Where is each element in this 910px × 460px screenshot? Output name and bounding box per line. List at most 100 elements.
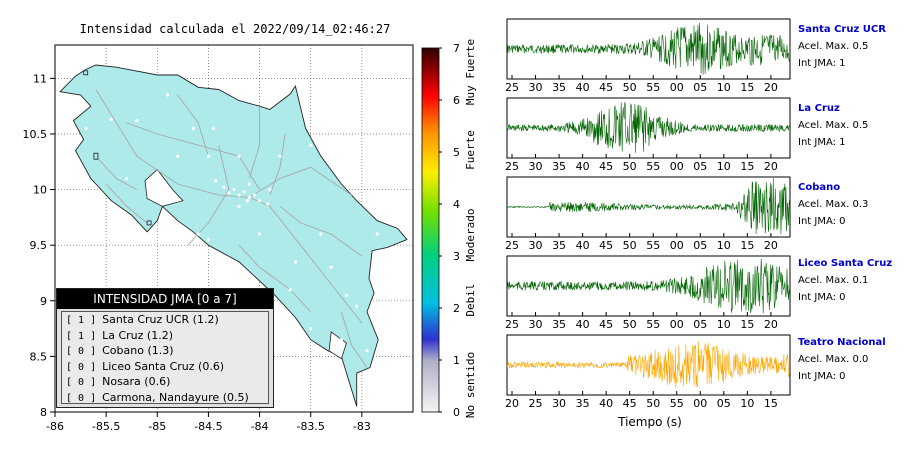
colorbar-category-label: Debil bbox=[464, 283, 477, 316]
lat-tick-label: 9.5 bbox=[30, 239, 48, 252]
waveform-tick-label: 05 bbox=[717, 397, 731, 410]
waveform-tick-label: 25 bbox=[505, 81, 519, 94]
colorbar-tick-label: 3 bbox=[453, 250, 460, 263]
colorbar-group: 0 1 2 3 4 5 6 7 No sentido Debil Moderado Fuerte Muy… bbox=[421, 39, 477, 419]
waveform-tick-label: 20 bbox=[764, 239, 778, 252]
legend-level: [ 0 ] bbox=[66, 346, 97, 357]
costa-rica-landmass bbox=[59, 64, 408, 407]
waveform-tick-label: 05 bbox=[693, 239, 707, 252]
town-dot bbox=[319, 232, 323, 236]
waveform-tick-label: 45 bbox=[599, 81, 613, 94]
waveform-tick-label: 20 bbox=[764, 81, 778, 94]
town-dot bbox=[191, 126, 195, 130]
town-dot bbox=[150, 193, 154, 197]
waveform-tick-label: 00 bbox=[670, 81, 684, 94]
waveform-tick-label: 05 bbox=[693, 81, 707, 94]
colorbar-tick-label: 4 bbox=[453, 198, 460, 211]
road-line bbox=[177, 94, 209, 157]
town-dot bbox=[247, 195, 251, 199]
town-dot bbox=[237, 154, 241, 158]
waveform-tick-label: 30 bbox=[529, 160, 543, 173]
station-name: Teatro Nacional bbox=[798, 337, 886, 348]
waveform-tick-label: 50 bbox=[646, 397, 660, 410]
legend-item: [ 0 ] Carmona, Nandayure (0.5) bbox=[62, 390, 268, 406]
station-accel: Acel. Max. 0.5 bbox=[798, 41, 869, 52]
road-line bbox=[279, 205, 363, 257]
road-line bbox=[340, 311, 368, 368]
island bbox=[93, 152, 99, 160]
waveform-tick-label: 55 bbox=[670, 397, 684, 410]
station-name: La Cruz bbox=[798, 103, 840, 114]
legend-item: [ 0 ] Liceo Santa Cruz (0.6) bbox=[62, 359, 268, 375]
waveform-trace bbox=[506, 258, 790, 314]
waveform-tick-label: 35 bbox=[552, 239, 566, 252]
town-dot bbox=[237, 193, 241, 197]
lat-tick-label: 8 bbox=[40, 406, 47, 419]
waveform-tick-label: 10 bbox=[717, 318, 731, 331]
lon-tick-label: -85 bbox=[148, 420, 166, 433]
lat-tick-label: 9 bbox=[40, 295, 47, 308]
town-dot bbox=[288, 288, 292, 292]
legend-list: [ 1 ] Santa Cruz UCR (1.2) [ 1 ] La Cruz (… bbox=[61, 311, 269, 404]
colorbar-tick-label: 6 bbox=[453, 94, 460, 107]
waveform-tick-label: 40 bbox=[576, 160, 590, 173]
waveform-tick-label: 35 bbox=[552, 81, 566, 94]
lat-tick-label: 10 bbox=[33, 184, 47, 197]
lat-tick-label: 8.5 bbox=[30, 350, 48, 363]
waveform-tick-label: 35 bbox=[552, 318, 566, 331]
town-dot bbox=[242, 190, 246, 194]
legend-level: [ 0 ] bbox=[66, 361, 97, 373]
town-dot bbox=[125, 176, 129, 181]
road-line bbox=[126, 122, 260, 190]
legend-station: Carmona, Nandayure (0.5) bbox=[102, 390, 249, 404]
legend-station: Nosara (0.6) bbox=[102, 375, 171, 388]
station-jma: Int JMA: 0 bbox=[798, 371, 846, 382]
town-dot bbox=[176, 154, 180, 158]
town-dot bbox=[186, 249, 190, 253]
lon-tick-label: -84 bbox=[251, 420, 269, 433]
town-dot bbox=[375, 232, 379, 236]
road-line bbox=[105, 183, 148, 224]
road-line bbox=[249, 166, 352, 198]
station-info-cobano: Cobano Acel. Max. 0.3 Int JMA: 0 bbox=[798, 182, 868, 227]
colorbar-tick-label: 2 bbox=[453, 302, 460, 315]
town-dot bbox=[339, 338, 343, 342]
town-dot bbox=[252, 193, 257, 197]
road-line bbox=[95, 155, 138, 190]
town-dot bbox=[309, 327, 313, 331]
waveform-tick-label: 40 bbox=[599, 397, 613, 410]
town-dot bbox=[309, 143, 313, 147]
waveform-xlabel: Tiempo (s) bbox=[618, 415, 682, 429]
waveform-tick-label: 25 bbox=[529, 397, 543, 410]
town-dot bbox=[84, 126, 88, 130]
lat-tick-label: 11 bbox=[33, 72, 47, 85]
gulf-of-nicoya bbox=[144, 169, 184, 207]
town-dot bbox=[206, 238, 210, 242]
town-dot bbox=[214, 179, 218, 183]
town-dot bbox=[268, 188, 272, 192]
legend-title: INTENSIDAD JMA [0 a 7] bbox=[57, 289, 273, 309]
town-dot bbox=[365, 349, 369, 353]
waveform-tick-label: 20 bbox=[764, 160, 778, 173]
waveform-tick-label: 50 bbox=[623, 81, 637, 94]
station-name: Santa Cruz UCR bbox=[798, 24, 886, 35]
legend-station: Cobano (1.3) bbox=[102, 344, 174, 357]
station-accel: Acel. Max. 0.5 bbox=[798, 120, 869, 131]
station-info-santa-cruz-ucr: Santa Cruz UCR Acel. Max. 0.5 Int JMA: 1 bbox=[798, 24, 886, 69]
legend-level: [ 1 ] bbox=[66, 330, 97, 342]
colorbar-tick-label: 5 bbox=[453, 146, 460, 159]
colorbar-category-label: Fuerte bbox=[464, 130, 477, 170]
colorbar-category-label: Moderado bbox=[464, 209, 477, 262]
station-jma: Int JMA: 0 bbox=[798, 216, 846, 227]
town-dot bbox=[278, 154, 282, 158]
lon-tick-label: -86 bbox=[46, 420, 64, 433]
road-line bbox=[238, 244, 312, 313]
legend-level: [ 0 ] bbox=[66, 377, 97, 388]
station-accel: Acel. Max. 0.1 bbox=[798, 275, 869, 286]
waveform-tick-label: 00 bbox=[693, 397, 707, 410]
waveform-tick-label: 45 bbox=[599, 160, 613, 173]
waveform-tick-label: 15 bbox=[740, 160, 754, 173]
waveform-tick-label: 45 bbox=[599, 239, 613, 252]
